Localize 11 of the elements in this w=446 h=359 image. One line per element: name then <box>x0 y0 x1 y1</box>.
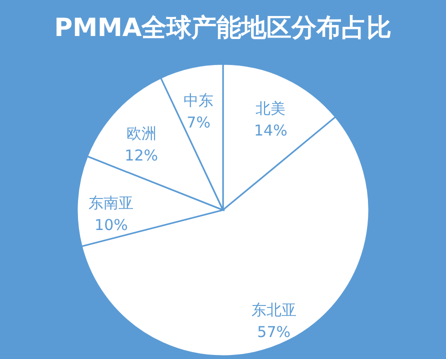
data-label: 14% <box>254 122 288 140</box>
slice-label: 北美 <box>256 100 286 118</box>
data-label: 12% <box>124 146 158 164</box>
slice-label: 东北亚 <box>251 300 296 319</box>
data-label: 10% <box>94 216 128 234</box>
data-label: 57% <box>257 322 291 341</box>
chart-title: PMMA全球产能地区分布占比 <box>54 13 392 42</box>
slice-label: 中东 <box>184 92 214 110</box>
slice-label: 欧洲 <box>126 124 156 142</box>
slice-label: 东南亚 <box>88 194 134 212</box>
data-label: 7% <box>186 114 210 132</box>
